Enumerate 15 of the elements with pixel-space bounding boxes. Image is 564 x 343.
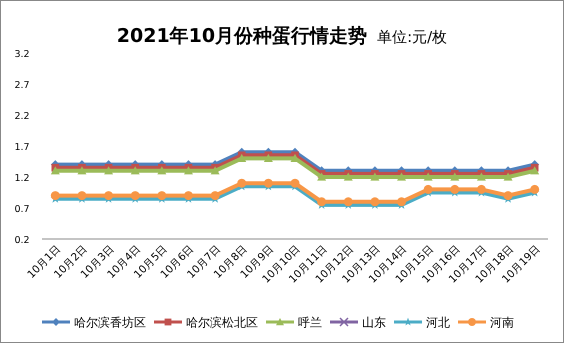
legend-label: 哈尔滨香坊区	[74, 316, 146, 330]
y-tick-label: 3.2	[14, 49, 30, 60]
y-tick-label: 0.7	[14, 204, 30, 215]
chart-subtitle: 单位:元/枚	[377, 28, 448, 46]
y-tick-label: 2.2	[14, 111, 30, 122]
chart-title: 2021年10月份种蛋行情走势	[116, 25, 368, 47]
legend-label: 河北	[426, 316, 450, 330]
legend-label: 河南	[490, 316, 514, 330]
y-tick-label: 0.2	[14, 235, 30, 246]
y-tick-label: 2.7	[14, 80, 30, 91]
legend-label: 哈尔滨松北区	[186, 316, 258, 330]
y-tick-label: 1.7	[14, 142, 30, 153]
legend-label: 山东	[362, 316, 386, 330]
y-tick-label: 1.2	[14, 173, 30, 184]
legend-label: 呼兰	[298, 316, 322, 330]
